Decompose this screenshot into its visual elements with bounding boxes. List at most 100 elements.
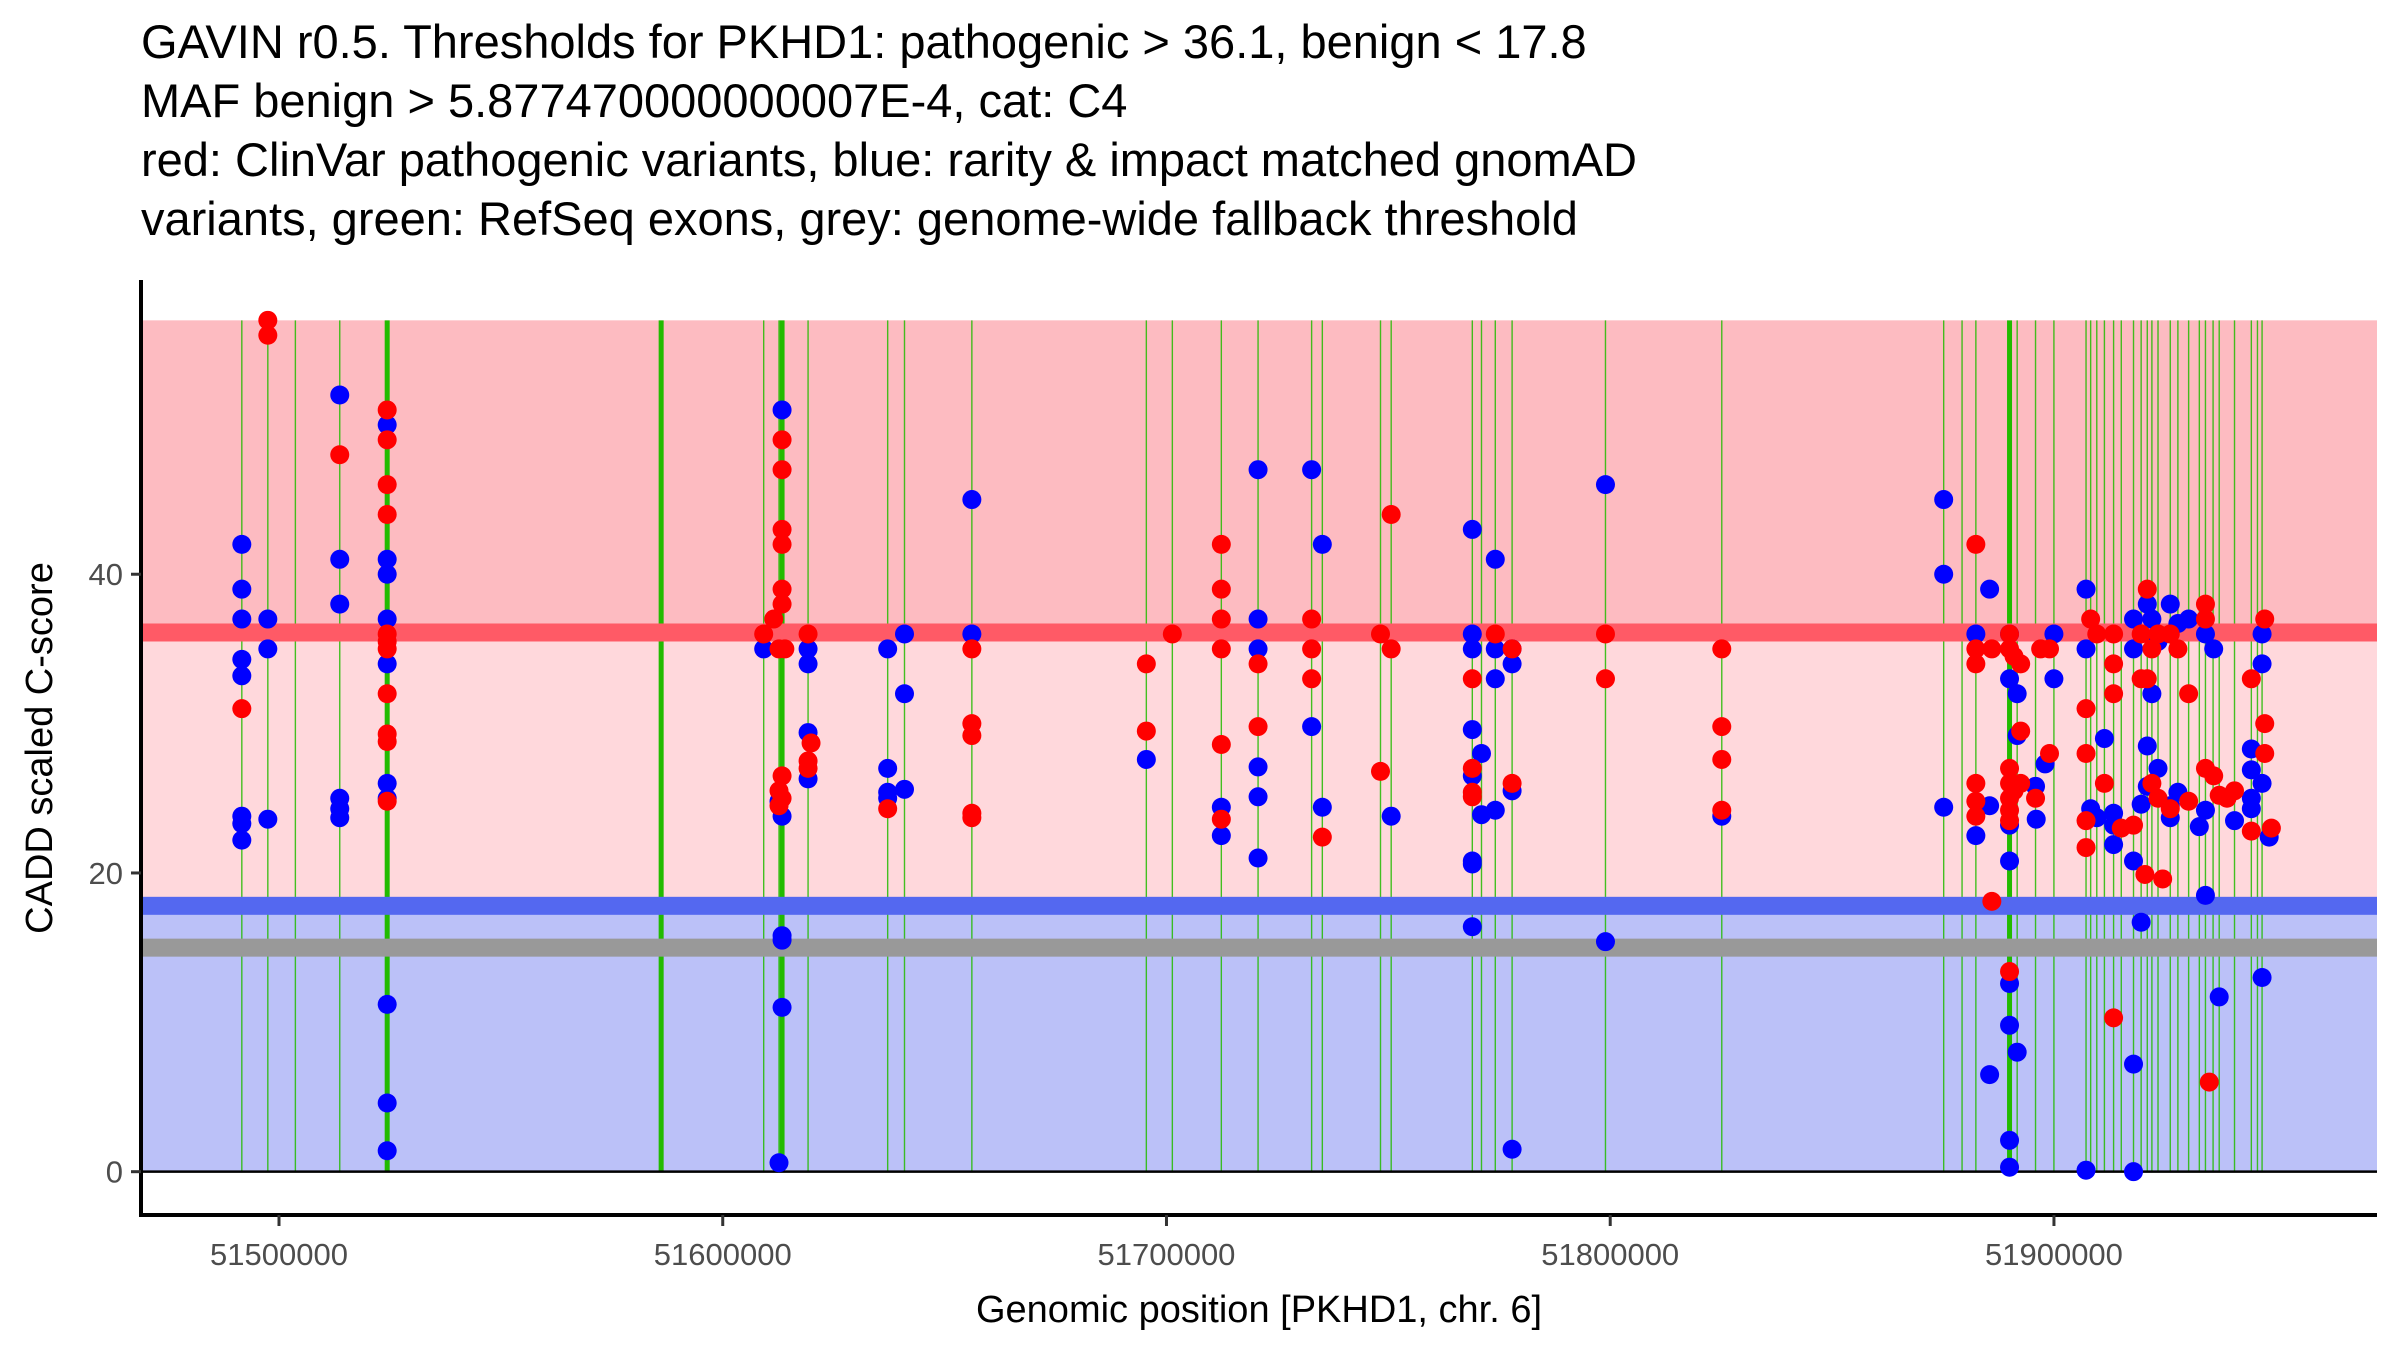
clinvar-point bbox=[2195, 609, 2215, 629]
clinvar-point bbox=[772, 430, 792, 450]
gnomad-point bbox=[1462, 917, 1482, 937]
gnomad-point bbox=[377, 564, 397, 584]
gnomad-point bbox=[1980, 579, 2000, 599]
clinvar-point bbox=[754, 624, 774, 644]
clinvar-point bbox=[377, 639, 397, 659]
clinvar-point bbox=[1712, 749, 1732, 769]
clinvar-point bbox=[2081, 609, 2101, 629]
gnomad-point bbox=[2124, 851, 2144, 871]
clinvar-point bbox=[1136, 654, 1156, 674]
clinvar-point bbox=[2142, 773, 2162, 793]
clinvar-point bbox=[2000, 962, 2020, 982]
gnomad-point bbox=[2241, 760, 2261, 780]
clinvar-point bbox=[2160, 799, 2180, 819]
clinvar-point bbox=[2104, 654, 2124, 674]
gnomad-point bbox=[377, 654, 397, 674]
gnomad-point bbox=[1136, 749, 1156, 769]
gnomad-point bbox=[1462, 720, 1482, 740]
gnomad-point bbox=[2252, 654, 2272, 674]
gnomad-point bbox=[232, 830, 252, 850]
x-tick-label: 51900000 bbox=[1985, 1237, 2123, 1272]
gnomad-point bbox=[2076, 1160, 2096, 1180]
clinvar-point bbox=[772, 519, 792, 539]
gnomad-point bbox=[1312, 797, 1332, 817]
clinvar-point bbox=[1370, 761, 1390, 781]
clinvar-point bbox=[2131, 624, 2151, 644]
clinvar-point bbox=[2255, 743, 2275, 763]
gnomad-point bbox=[894, 624, 914, 644]
gnomad-point bbox=[258, 809, 278, 829]
clinvar-point bbox=[1211, 609, 1231, 629]
clinvar-point bbox=[772, 594, 792, 614]
clinvar-point bbox=[764, 609, 784, 629]
gnomad-point bbox=[2007, 684, 2027, 704]
clinvar-point bbox=[1248, 654, 1268, 674]
clinvar-point bbox=[2135, 864, 2155, 884]
gnomad-point bbox=[330, 385, 350, 405]
data-points bbox=[232, 310, 2281, 1182]
pathogenic-threshold-line bbox=[143, 623, 2377, 642]
gnomad-point bbox=[1381, 806, 1401, 826]
clinvar-point bbox=[2160, 624, 2180, 644]
clinvar-point bbox=[2000, 811, 2020, 831]
gnomad-point bbox=[1248, 757, 1268, 777]
gnomad-point bbox=[330, 594, 350, 614]
gnomad-point bbox=[377, 1141, 397, 1161]
clinvar-point bbox=[2168, 639, 2188, 659]
benign-threshold-line bbox=[143, 896, 2377, 915]
gnomad-point bbox=[1502, 654, 1522, 674]
clinvar-point bbox=[377, 791, 397, 811]
gnomad-point bbox=[377, 994, 397, 1014]
clinvar-point bbox=[2137, 579, 2157, 599]
clinvar-point bbox=[2255, 714, 2275, 734]
clinvar-point bbox=[2076, 699, 2096, 719]
clinvar-point bbox=[1248, 717, 1268, 737]
gnomad-point bbox=[1312, 534, 1332, 554]
gnomad-point bbox=[1248, 787, 1268, 807]
gnomad-point bbox=[1485, 549, 1505, 569]
gnomad-point bbox=[2026, 809, 2046, 829]
gnomad-point bbox=[1471, 743, 1491, 763]
clinvar-point bbox=[2179, 791, 2199, 811]
clinvar-point bbox=[377, 504, 397, 524]
gnomad-point bbox=[772, 930, 792, 950]
x-tick-label: 51800000 bbox=[1541, 1237, 1679, 1272]
gnomad-point bbox=[2142, 684, 2162, 704]
clinvar-point bbox=[1982, 891, 2002, 911]
clinvar-point bbox=[1211, 735, 1231, 755]
gnomad-point bbox=[232, 579, 252, 599]
clinvar-point bbox=[962, 726, 982, 746]
gnomad-point bbox=[232, 814, 252, 834]
title-line-3: red: ClinVar pathogenic variants, blue: … bbox=[141, 133, 1637, 186]
gnomad-point bbox=[2179, 609, 2199, 629]
threshold-zones bbox=[143, 320, 2377, 1172]
clinvar-point bbox=[1302, 639, 1322, 659]
clinvar-point bbox=[1302, 669, 1322, 689]
gnomad-point bbox=[1302, 460, 1322, 480]
gnomad-point bbox=[754, 639, 774, 659]
title-line-4: variants, green: RefSeq exons, grey: gen… bbox=[141, 192, 1578, 245]
clinvar-point bbox=[2204, 766, 2224, 786]
x-ticks: 51500000 51600000 51700000 51800000 51900000 bbox=[210, 1215, 2123, 1272]
clinvar-point bbox=[2142, 639, 2162, 659]
clinvar-point bbox=[1211, 534, 1231, 554]
clinvar-point bbox=[1312, 827, 1332, 847]
gnomad-point bbox=[330, 549, 350, 569]
gnomad-point bbox=[798, 639, 818, 659]
gnomad-point bbox=[1980, 1065, 2000, 1085]
clinvar-point bbox=[2076, 743, 2096, 763]
clinvar-point bbox=[772, 579, 792, 599]
clinvar-point bbox=[1966, 534, 1986, 554]
x-tick-label: 51500000 bbox=[210, 1237, 348, 1272]
gnomad-point bbox=[2225, 811, 2245, 831]
gnomad-point bbox=[330, 808, 350, 828]
gnomad-point bbox=[2076, 579, 2096, 599]
title-line-2: MAF benign > 5.877470000000007E-4, cat: … bbox=[141, 74, 1128, 127]
gnomad-point bbox=[2104, 835, 2124, 855]
clinvar-point bbox=[772, 534, 792, 554]
gnomad-point bbox=[2000, 851, 2020, 871]
clinvar-point bbox=[232, 699, 252, 719]
clinvar-point bbox=[2241, 821, 2261, 841]
clinvar-point bbox=[1966, 773, 1986, 793]
